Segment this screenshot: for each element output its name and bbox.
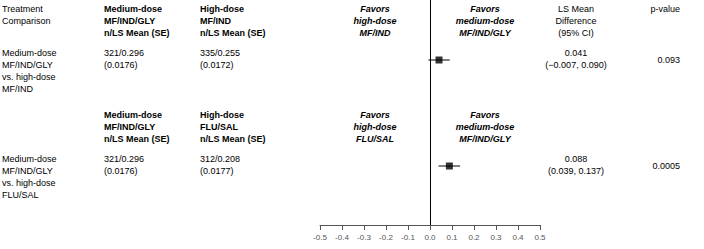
svg-text:n/LS Mean (SE): n/LS Mean (SE) — [200, 28, 266, 38]
svg-text:High-dose: High-dose — [200, 110, 244, 120]
svg-text:0.0: 0.0 — [424, 233, 436, 242]
svg-text:MF/IND: MF/IND — [360, 28, 391, 38]
svg-text:321/0.296: 321/0.296 — [104, 154, 144, 164]
svg-text:0.5: 0.5 — [534, 233, 546, 242]
svg-text:-0.1: -0.1 — [401, 233, 415, 242]
svg-text:FLU/SAL: FLU/SAL — [356, 134, 394, 144]
svg-text:MF/IND: MF/IND — [200, 16, 231, 26]
svg-text:0.4: 0.4 — [512, 233, 524, 242]
svg-text:Favors: Favors — [360, 4, 390, 14]
svg-text:-0.2: -0.2 — [379, 233, 393, 242]
svg-text:Medium-dose: Medium-dose — [2, 48, 57, 58]
svg-text:0.3: 0.3 — [490, 233, 502, 242]
svg-text:Medium-dose: Medium-dose — [2, 154, 57, 164]
svg-text:0.2: 0.2 — [468, 233, 480, 242]
svg-text:MF/IND/GLY: MF/IND/GLY — [2, 60, 53, 70]
svg-text:0.041: 0.041 — [565, 48, 588, 58]
svg-text:MF/IND/GLY: MF/IND/GLY — [104, 122, 155, 132]
svg-text:0.088: 0.088 — [565, 154, 588, 164]
svg-text:0.093: 0.093 — [657, 55, 680, 65]
svg-text:n/LS Mean (SE): n/LS Mean (SE) — [104, 28, 170, 38]
svg-text:p-value: p-value — [650, 4, 680, 14]
svg-text:Medium-dose: Medium-dose — [104, 110, 162, 120]
svg-text:(−0.007, 0.090): (−0.007, 0.090) — [545, 60, 606, 70]
svg-text:MF/IND/GLY: MF/IND/GLY — [2, 166, 53, 176]
svg-text:high-dose: high-dose — [354, 122, 397, 132]
svg-text:Favors: Favors — [360, 110, 390, 120]
svg-text:vs. high-dose: vs. high-dose — [2, 178, 56, 188]
svg-text:LS Mean: LS Mean — [558, 4, 594, 14]
svg-text:Comparison: Comparison — [2, 16, 51, 26]
svg-text:-0.4: -0.4 — [335, 233, 349, 242]
svg-text:335/0.255: 335/0.255 — [200, 48, 240, 58]
svg-text:medium-dose: medium-dose — [456, 16, 515, 26]
svg-text:MF/IND: MF/IND — [2, 84, 33, 94]
svg-text:Favors: Favors — [470, 4, 500, 14]
svg-text:high-dose: high-dose — [354, 16, 397, 26]
svg-text:(0.039, 0.137): (0.039, 0.137) — [548, 166, 604, 176]
svg-text:MF/IND/GLY: MF/IND/GLY — [459, 28, 511, 38]
svg-text:(0.0176): (0.0176) — [104, 166, 138, 176]
svg-text:n/LS Mean (SE): n/LS Mean (SE) — [104, 134, 170, 144]
svg-text:(0.0172): (0.0172) — [200, 60, 234, 70]
svg-text:Treatment: Treatment — [2, 4, 43, 14]
svg-text:MF/IND/GLY: MF/IND/GLY — [104, 16, 155, 26]
svg-text:(0.0177): (0.0177) — [200, 166, 234, 176]
svg-text:High-dose: High-dose — [200, 4, 244, 14]
svg-text:Favors: Favors — [470, 110, 500, 120]
svg-text:MF/IND/GLY: MF/IND/GLY — [459, 134, 511, 144]
svg-text:Medium-dose: Medium-dose — [104, 4, 162, 14]
svg-text:-0.3: -0.3 — [357, 233, 371, 242]
svg-text:FLU/SAL: FLU/SAL — [2, 190, 39, 200]
svg-text:312/0.208: 312/0.208 — [200, 154, 240, 164]
svg-text:vs. high-dose: vs. high-dose — [2, 72, 56, 82]
svg-text:Difference: Difference — [556, 16, 597, 26]
svg-text:-0.5: -0.5 — [313, 233, 327, 242]
svg-text:(0.0176): (0.0176) — [104, 60, 138, 70]
svg-text:FLU/SAL: FLU/SAL — [200, 122, 238, 132]
svg-text:n/LS Mean (SE): n/LS Mean (SE) — [200, 134, 266, 144]
svg-text:medium-dose: medium-dose — [456, 122, 515, 132]
svg-text:321/0.296: 321/0.296 — [104, 48, 144, 58]
svg-text:0.1: 0.1 — [446, 233, 458, 242]
svg-text:(95% CI): (95% CI) — [558, 28, 594, 38]
svg-text:0.0005: 0.0005 — [652, 161, 680, 171]
